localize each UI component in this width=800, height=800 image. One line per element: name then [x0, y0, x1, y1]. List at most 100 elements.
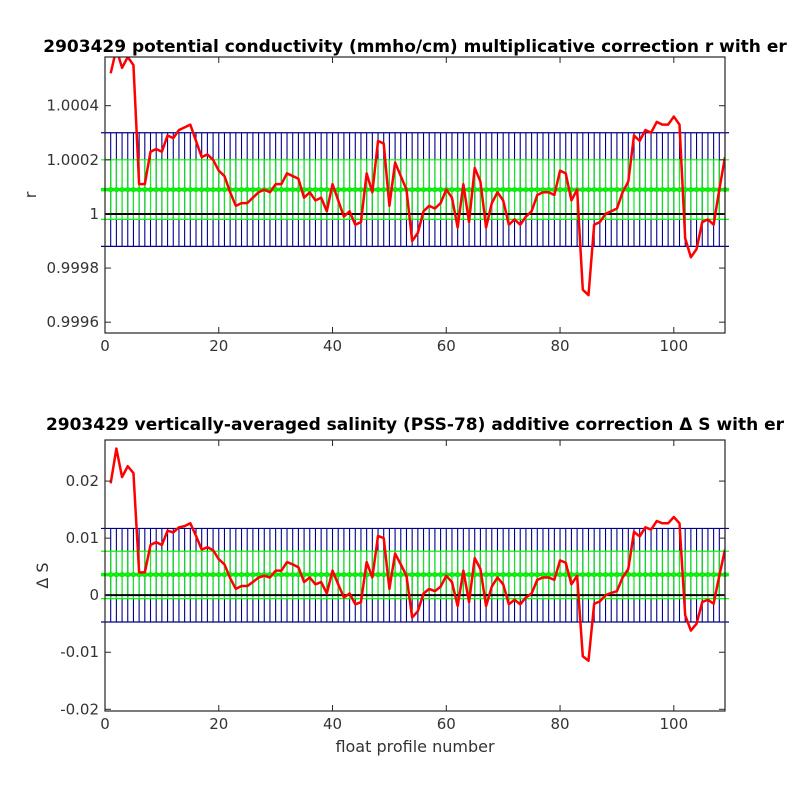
- mean-marker: [210, 572, 216, 578]
- mean-marker: [597, 572, 603, 578]
- mean-marker: [176, 186, 182, 193]
- mean-marker: [489, 186, 495, 193]
- mean-marker: [153, 186, 159, 193]
- x-tick-label: 0: [100, 337, 110, 355]
- mean-marker: [608, 186, 614, 193]
- mean-marker: [187, 572, 193, 578]
- mean-marker: [244, 186, 250, 193]
- mean-marker: [699, 572, 705, 578]
- y-tick-label: -0.02: [60, 700, 99, 718]
- mean-marker: [511, 572, 518, 578]
- mean-marker: [625, 186, 631, 193]
- y-tick-label: 1.0004: [47, 97, 100, 115]
- data-points: [110, 448, 725, 661]
- mean-marker: [284, 186, 290, 193]
- mean-marker: [693, 186, 700, 193]
- mean-marker: [489, 572, 495, 578]
- mean-marker: [312, 572, 319, 578]
- mean-marker: [324, 186, 330, 193]
- y-axis-label: Δ S: [33, 562, 52, 588]
- mean-marker: [580, 186, 586, 193]
- mean-marker: [125, 572, 131, 578]
- x-tick-label: 100: [659, 715, 688, 733]
- mean-marker: [631, 572, 637, 578]
- mean-marker: [625, 572, 631, 578]
- mean-marker: [136, 186, 142, 193]
- mean-marker: [170, 186, 176, 193]
- mean-marker: [244, 572, 250, 578]
- mean-marker: [108, 186, 114, 193]
- x-tick-label: 20: [209, 337, 228, 355]
- mean-marker: [523, 572, 529, 578]
- y-tick-label: 1.0002: [47, 151, 100, 169]
- mean-marker: [153, 572, 159, 578]
- mean-marker: [557, 572, 563, 578]
- mean-marker: [398, 186, 404, 193]
- mean-marker: [108, 572, 114, 578]
- mean-marker: [608, 572, 614, 578]
- y-axis-label: r: [21, 191, 40, 198]
- mean-marker: [631, 186, 637, 193]
- y-tick-label: 0.01: [66, 529, 99, 547]
- mean-marker: [193, 572, 199, 578]
- mean-marker: [671, 572, 677, 578]
- mean-marker: [113, 572, 119, 578]
- mean-marker: [335, 186, 341, 193]
- mean-marker: [437, 572, 444, 578]
- mean-marker: [449, 572, 455, 578]
- mean-marker: [193, 186, 199, 193]
- mean-marker: [164, 572, 171, 578]
- mean-marker: [375, 572, 381, 578]
- chart-2: 0 20 40 60 80 100 -0.02 -0.01 0 0.01 0.02 2903429 v…: [33, 415, 785, 756]
- mean-marker: [637, 572, 643, 578]
- mean-marker: [648, 572, 654, 578]
- mean-marker: [159, 572, 165, 578]
- mean-marker: [517, 572, 523, 578]
- mean-marker: [523, 186, 529, 193]
- mean-marker: [290, 572, 296, 578]
- mean-marker: [705, 572, 711, 578]
- mean-marker: [335, 572, 341, 578]
- mean-marker: [204, 572, 210, 578]
- mean-marker: [346, 572, 353, 578]
- mean-marker: [688, 186, 694, 193]
- x-axis-label: float profile number: [335, 737, 495, 756]
- mean-marker: [182, 572, 188, 578]
- mean-marker: [432, 186, 438, 193]
- x-tick-label: 100: [659, 337, 688, 355]
- chart-title: 2903429 potential conductivity (mmho/cm)…: [43, 37, 787, 57]
- data-points: [110, 57, 725, 296]
- mean-marker: [614, 572, 620, 578]
- mean-marker: [398, 572, 404, 578]
- mean-marker: [113, 186, 119, 193]
- x-tick-label: 80: [550, 715, 569, 733]
- mean-marker: [437, 186, 444, 193]
- mean-marker: [602, 186, 609, 193]
- mean-marker: [580, 572, 586, 578]
- mean-marker: [341, 186, 347, 193]
- y-tick-label: 0.9998: [47, 259, 100, 277]
- y-tick-label: 1: [89, 205, 99, 223]
- mean-marker: [199, 186, 205, 193]
- mean-marker: [199, 572, 205, 578]
- mean-marker: [602, 572, 609, 578]
- mean-marker: [642, 186, 648, 193]
- mean-marker: [415, 186, 421, 193]
- mean-marker: [375, 186, 381, 193]
- mean-marker: [711, 186, 717, 193]
- mean-marker: [585, 572, 592, 578]
- axes-box: [104, 439, 726, 712]
- mean-marker: [164, 186, 171, 193]
- mean-marker: [159, 186, 165, 193]
- mean-marker: [688, 572, 694, 578]
- mean-marker: [597, 186, 603, 193]
- mean-marker: [705, 186, 711, 193]
- mean-marker: [233, 572, 239, 578]
- mean-marker: [273, 186, 279, 193]
- mean-marker: [250, 186, 256, 193]
- mean-marker: [614, 186, 620, 193]
- mean-marker: [591, 572, 597, 578]
- mean-marker: [642, 572, 648, 578]
- mean-marker: [324, 572, 330, 578]
